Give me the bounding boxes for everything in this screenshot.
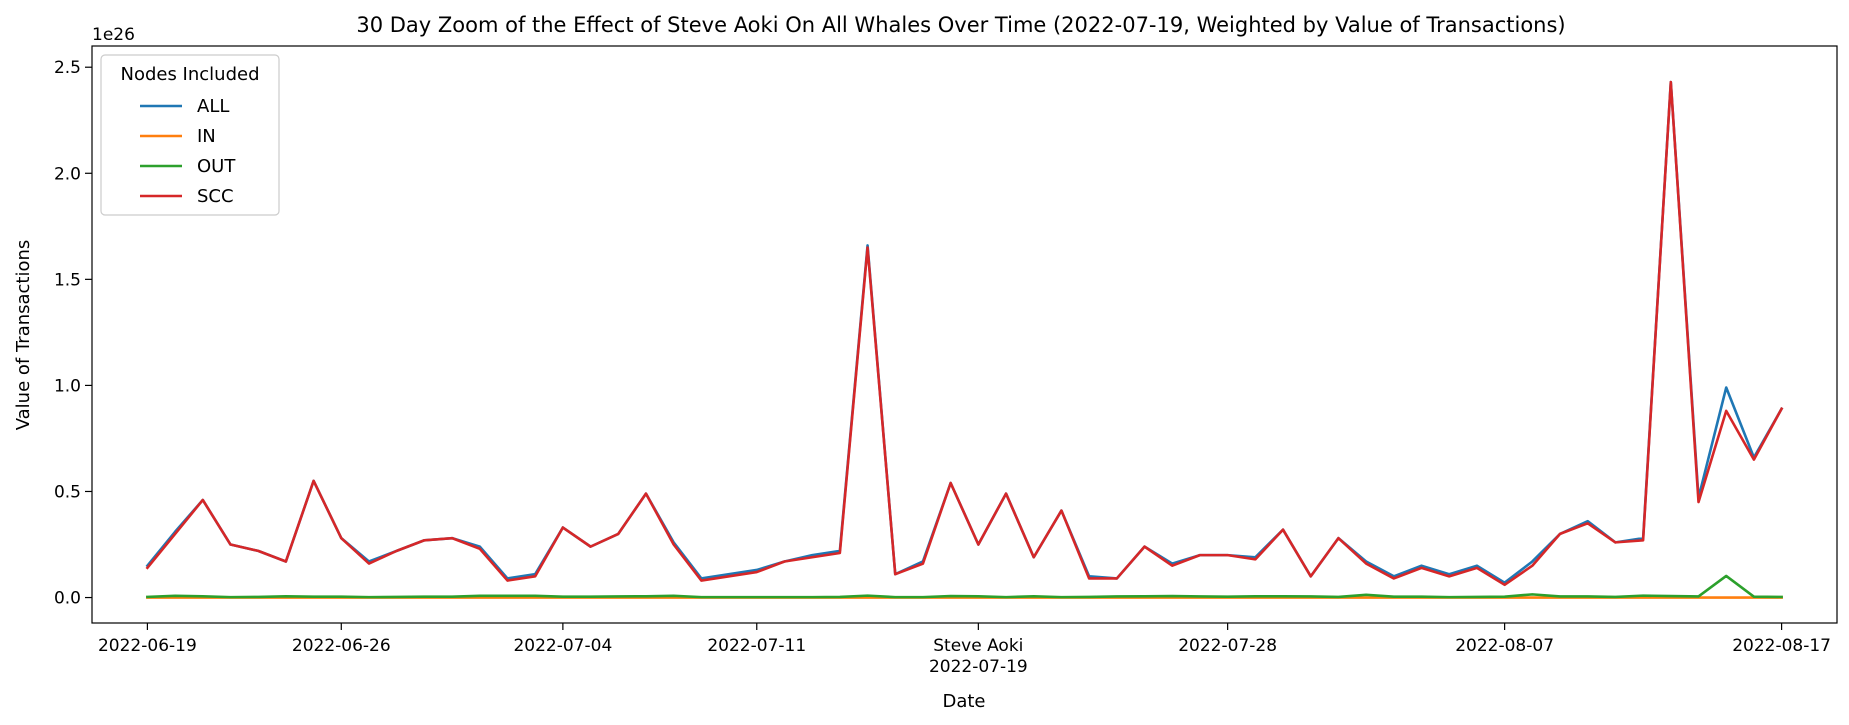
x-tick-label: 2022-07-28 [1178,636,1277,656]
y-tick-label: 2.5 [54,58,81,78]
x-tick-label: 2022-07-04 [513,636,612,656]
x-axis: 2022-06-19 2022-06-26 2022-07-04 2022-07-11… [98,623,1831,677]
series-line-scc [145,80,1784,587]
x-tick-label: 2022-07-11 [707,636,806,656]
legend-label-all: ALL [197,96,229,117]
y-tick-label: 2.0 [54,164,81,184]
y-axis: 0.0 0.5 1.0 1.5 2.0 2.5 [54,58,92,609]
legend-label-out: OUT [197,156,236,177]
legend-items: ALL IN OUT SCC [140,96,236,207]
legend-label-in: IN [197,126,216,147]
x-tick-label-secondary: 2022-07-19 [929,657,1028,677]
y-axis-multiplier-label: 1e26 [92,25,135,45]
y-tick-label: 0.0 [54,589,81,609]
x-tick-label: 2022-06-19 [98,636,197,656]
x-tick-label: 2022-08-07 [1455,636,1554,656]
legend-box [100,54,280,216]
x-axis-label: Date [942,691,985,712]
y-axis-label: Value of Transactions [13,240,34,431]
y-tick-label: 1.0 [54,376,81,396]
x-tick-label: 2022-08-17 [1732,636,1831,656]
series-line-all [145,80,1784,584]
legend-title: Nodes Included [120,64,259,85]
legend-label-scc: SCC [197,186,234,207]
y-tick-label: 0.5 [54,482,81,502]
legend: Nodes Included ALL IN OUT SCC [100,54,280,216]
plot-frame [91,45,1838,624]
y-tick-label: 1.5 [54,270,81,290]
chart-title: 30 Day Zoom of the Effect of Steve Aoki … [356,13,1565,37]
plot-area [145,80,1784,599]
x-tick-label: 2022-06-26 [292,636,391,656]
series-line-out [146,574,1783,599]
x-tick-label: Steve Aoki [933,636,1023,656]
